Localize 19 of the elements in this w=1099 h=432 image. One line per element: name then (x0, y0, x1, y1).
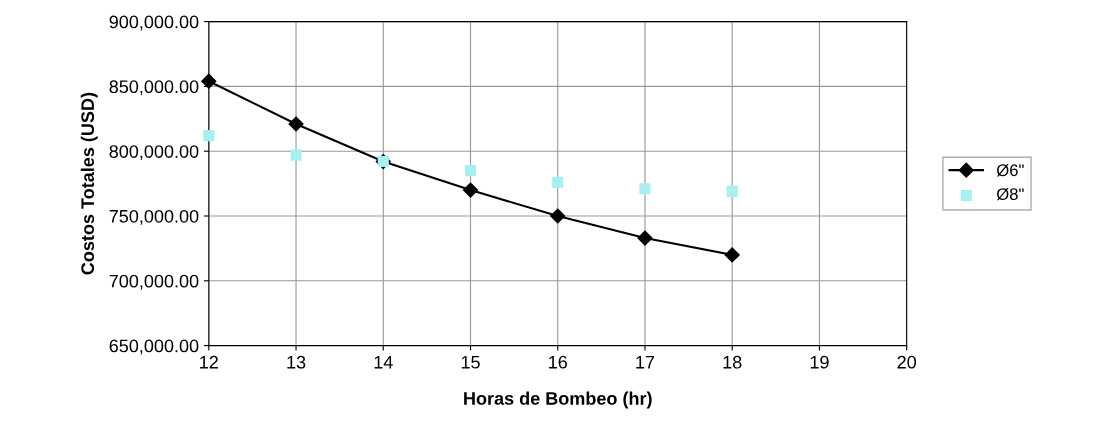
x-tick-label: 17 (636, 355, 655, 369)
y-tick-label: 750,000.00 (109, 209, 199, 225)
x-tick-label: 20 (897, 355, 917, 369)
y-tick-label: 650,000.00 (109, 339, 199, 355)
y-tick-label: 700,000.00 (109, 274, 199, 290)
x-tick-label: 19 (810, 355, 829, 369)
x-tick-label: 14 (374, 355, 393, 369)
x-tick-label: 18 (723, 355, 742, 369)
x-axis-title: Horas de Bombeo (hr) (464, 391, 652, 409)
y-tick-label: 800,000.00 (109, 145, 199, 161)
x-tick-label: 12 (200, 355, 218, 369)
x-tick-label: 16 (549, 355, 567, 369)
legend-label: Ø6" (996, 164, 1024, 177)
y-tick-label: 900,000.00 (109, 15, 199, 31)
y-axis-title: Costos Totales (USD) (80, 92, 98, 275)
x-tick-label: 15 (461, 355, 480, 369)
legend-label: Ø8" (996, 187, 1024, 201)
x-tick-label: 13 (287, 355, 306, 369)
y-tick-label: 850,000.00 (109, 80, 199, 96)
